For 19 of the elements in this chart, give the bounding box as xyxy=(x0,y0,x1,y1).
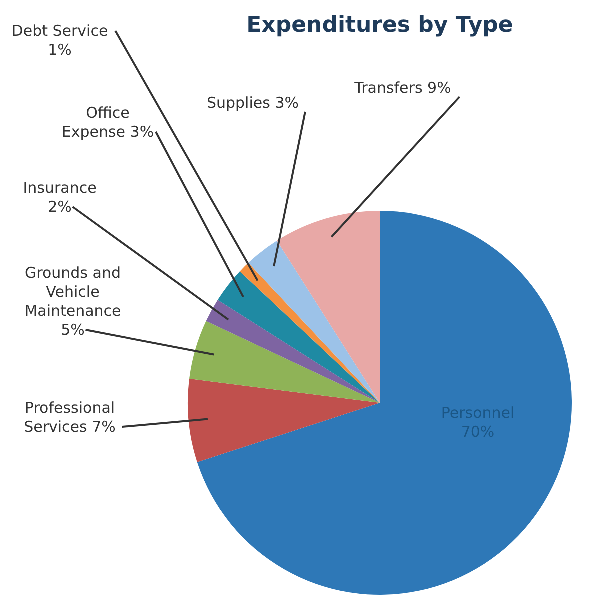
slice-label: Supplies 3% xyxy=(206,94,300,112)
pie-slice xyxy=(188,378,380,462)
slice-label: Office Expense 3% xyxy=(62,104,154,141)
slice-label: Professional Services 7% xyxy=(24,399,116,436)
pie-slice xyxy=(218,272,380,403)
pie-slice xyxy=(248,240,380,403)
pie-slice xyxy=(240,263,380,403)
pie-slice xyxy=(277,211,380,403)
slice-label: Transfers 9% xyxy=(354,79,452,97)
data-label: 5% xyxy=(61,321,85,339)
data-label: 1% xyxy=(48,41,72,59)
slice-label: Insurance xyxy=(23,179,97,197)
pie-slice xyxy=(197,211,572,595)
pie-slice xyxy=(190,321,380,403)
data-label: 2% xyxy=(48,198,72,216)
pie-slice xyxy=(206,300,380,403)
chart-title: Expenditures by Type xyxy=(246,13,514,38)
slice-label: Grounds and Vehicle Maintenance xyxy=(24,264,122,320)
slice-label: Debt Service xyxy=(12,22,108,40)
